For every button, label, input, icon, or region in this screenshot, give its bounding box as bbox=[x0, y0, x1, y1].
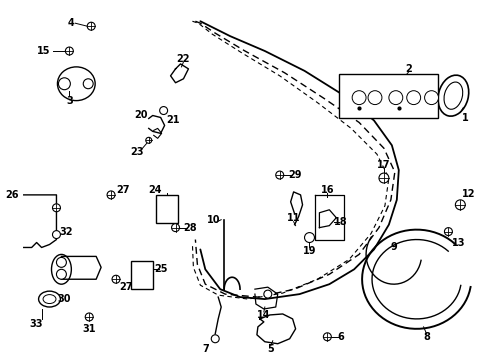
Circle shape bbox=[83, 79, 93, 89]
FancyBboxPatch shape bbox=[339, 74, 438, 118]
Circle shape bbox=[264, 290, 271, 298]
Text: 6: 6 bbox=[337, 332, 344, 342]
Text: 3: 3 bbox=[66, 96, 73, 105]
Circle shape bbox=[275, 171, 283, 179]
Circle shape bbox=[52, 231, 61, 239]
Text: 22: 22 bbox=[176, 54, 190, 64]
Circle shape bbox=[323, 333, 331, 341]
Circle shape bbox=[52, 204, 61, 212]
FancyBboxPatch shape bbox=[155, 195, 177, 223]
Circle shape bbox=[56, 269, 66, 279]
Text: 31: 31 bbox=[82, 324, 96, 334]
Text: 32: 32 bbox=[60, 226, 73, 237]
Text: 8: 8 bbox=[422, 332, 429, 342]
Circle shape bbox=[388, 91, 402, 105]
Text: 15: 15 bbox=[37, 46, 50, 56]
Circle shape bbox=[424, 91, 438, 105]
Ellipse shape bbox=[443, 82, 462, 109]
Circle shape bbox=[211, 335, 219, 343]
Circle shape bbox=[59, 78, 70, 90]
Circle shape bbox=[351, 91, 366, 105]
Text: 4: 4 bbox=[68, 18, 75, 28]
Text: 7: 7 bbox=[202, 344, 208, 354]
Text: 27: 27 bbox=[116, 185, 129, 195]
Text: 25: 25 bbox=[154, 264, 167, 274]
Text: 21: 21 bbox=[165, 116, 179, 126]
Circle shape bbox=[454, 200, 464, 210]
Text: 26: 26 bbox=[5, 190, 19, 200]
Text: 18: 18 bbox=[334, 217, 347, 227]
Circle shape bbox=[160, 107, 167, 114]
Text: 9: 9 bbox=[389, 243, 396, 252]
Text: 30: 30 bbox=[58, 294, 71, 304]
Circle shape bbox=[112, 275, 120, 283]
Text: 27: 27 bbox=[119, 282, 132, 292]
Text: 19: 19 bbox=[302, 247, 316, 256]
Circle shape bbox=[145, 137, 151, 143]
Circle shape bbox=[85, 313, 93, 321]
Text: 33: 33 bbox=[30, 319, 43, 329]
Text: 12: 12 bbox=[461, 189, 474, 199]
Text: 10: 10 bbox=[206, 215, 220, 225]
Ellipse shape bbox=[43, 294, 56, 303]
Circle shape bbox=[367, 91, 381, 105]
Text: 16: 16 bbox=[320, 185, 333, 195]
Circle shape bbox=[56, 257, 66, 267]
Circle shape bbox=[378, 173, 388, 183]
Circle shape bbox=[406, 91, 420, 105]
Circle shape bbox=[304, 233, 314, 243]
Text: 14: 14 bbox=[257, 310, 270, 320]
Circle shape bbox=[65, 47, 73, 55]
Text: 24: 24 bbox=[148, 185, 161, 195]
Text: 1: 1 bbox=[461, 113, 468, 123]
Circle shape bbox=[444, 228, 451, 235]
Circle shape bbox=[107, 191, 115, 199]
Text: 28: 28 bbox=[183, 222, 197, 233]
FancyBboxPatch shape bbox=[131, 261, 152, 289]
Text: 29: 29 bbox=[287, 170, 301, 180]
Text: 13: 13 bbox=[450, 238, 464, 248]
Text: 5: 5 bbox=[267, 344, 274, 354]
Text: 20: 20 bbox=[134, 109, 147, 120]
Circle shape bbox=[87, 22, 95, 30]
Text: 2: 2 bbox=[405, 64, 411, 74]
Circle shape bbox=[171, 224, 179, 231]
Text: 23: 23 bbox=[130, 147, 143, 157]
Text: 17: 17 bbox=[376, 160, 390, 170]
Text: 11: 11 bbox=[286, 213, 300, 223]
